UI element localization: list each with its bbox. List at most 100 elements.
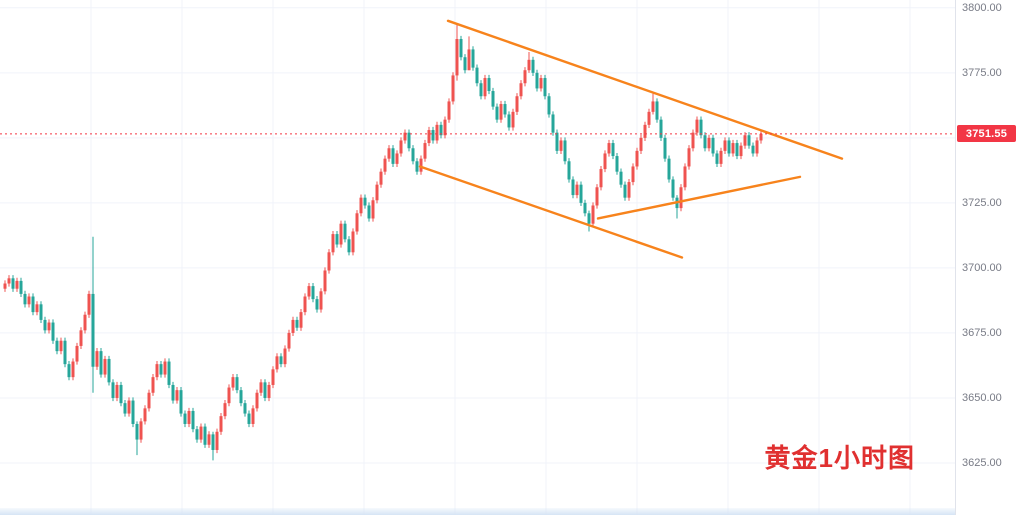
- candle: [679, 184, 683, 212]
- candle: [423, 139, 427, 162]
- candle: [243, 400, 247, 417]
- candle: [115, 381, 119, 402]
- trendline[interactable]: [418, 165, 684, 259]
- candle: [675, 195, 679, 219]
- candle: [463, 54, 467, 74]
- price-axis-label: 3800.00: [962, 1, 1002, 14]
- candle: [363, 194, 367, 209]
- candle: [359, 194, 363, 217]
- candle: [407, 129, 411, 152]
- candle: [435, 121, 439, 144]
- candle: [63, 337, 67, 368]
- candle: [475, 64, 479, 87]
- candle: [339, 220, 343, 248]
- candlestick-chart[interactable]: [0, 0, 955, 515]
- candle: [91, 236, 95, 393]
- candle: [111, 379, 115, 402]
- candle: [731, 139, 735, 157]
- candle: [755, 137, 759, 157]
- candle: [611, 139, 615, 160]
- candle: [239, 387, 243, 407]
- candle: [95, 348, 99, 370]
- candle: [143, 405, 147, 425]
- candle: [511, 108, 515, 131]
- candle: [531, 56, 535, 76]
- candle: [603, 150, 607, 173]
- candle: [715, 150, 719, 167]
- candle: [403, 129, 407, 144]
- candle: [467, 36, 471, 71]
- price-axis-label: 3775.00: [962, 66, 1002, 79]
- candle: [55, 337, 59, 355]
- candle: [187, 407, 191, 428]
- candle: [19, 277, 23, 298]
- candle: [295, 316, 299, 331]
- candle: [739, 142, 743, 160]
- candle: [51, 319, 55, 344]
- candle: [203, 423, 207, 448]
- candle: [431, 126, 435, 144]
- candle: [487, 74, 491, 95]
- candle: [3, 280, 7, 292]
- candle: [155, 361, 159, 381]
- candle: [223, 400, 227, 420]
- candle: [315, 295, 319, 313]
- candle: [663, 134, 667, 162]
- candle: [263, 379, 267, 402]
- candle: [123, 400, 127, 417]
- candle: [343, 220, 347, 243]
- candle: [639, 134, 643, 154]
- candle: [719, 147, 723, 167]
- candle: [455, 23, 459, 81]
- candle: [207, 431, 211, 448]
- candle: [659, 116, 663, 141]
- candle: [683, 163, 687, 191]
- candle: [379, 168, 383, 188]
- trendline[interactable]: [446, 19, 844, 160]
- trendline[interactable]: [596, 175, 802, 220]
- candle: [303, 293, 307, 316]
- price-axis-label: 3625.00: [962, 456, 1002, 469]
- candle: [371, 197, 375, 222]
- candle: [351, 228, 355, 256]
- candle: [703, 132, 707, 152]
- price-axis[interactable]: 3751.55 3800.00 3775.00 3725.00 3700.00 3675…: [955, 0, 1019, 515]
- candle: [571, 176, 575, 199]
- candle: [427, 126, 431, 147]
- candle: [543, 74, 547, 100]
- candle: [319, 288, 323, 313]
- candle: [503, 100, 507, 118]
- candles-layer: [3, 23, 763, 461]
- candle: [11, 275, 15, 292]
- candle: [567, 158, 571, 183]
- candle: [499, 100, 503, 123]
- candle: [195, 426, 199, 443]
- candle: [559, 137, 563, 154]
- candle: [71, 358, 75, 381]
- candle: [159, 361, 163, 378]
- candle: [383, 155, 387, 175]
- candle: [347, 236, 351, 256]
- candle: [643, 121, 647, 141]
- candle: [751, 142, 755, 157]
- candle: [99, 348, 103, 378]
- candle: [555, 129, 559, 154]
- candle: [255, 389, 259, 412]
- candle: [231, 374, 235, 391]
- chart-watermark: 黄金1小时图: [764, 443, 915, 473]
- candle: [271, 366, 275, 389]
- candle: [459, 35, 463, 61]
- candle: [699, 116, 703, 139]
- candle: [311, 282, 315, 303]
- candle: [411, 145, 415, 165]
- candle: [107, 355, 111, 386]
- candle: [135, 421, 139, 456]
- candle: [443, 116, 447, 139]
- current-price-badge: 3751.55: [957, 125, 1016, 143]
- price-axis-label: 3700.00: [962, 261, 1002, 274]
- candle: [415, 158, 419, 175]
- candle: [655, 98, 659, 123]
- candle: [651, 93, 655, 115]
- candle: [587, 210, 591, 232]
- candle: [447, 98, 451, 123]
